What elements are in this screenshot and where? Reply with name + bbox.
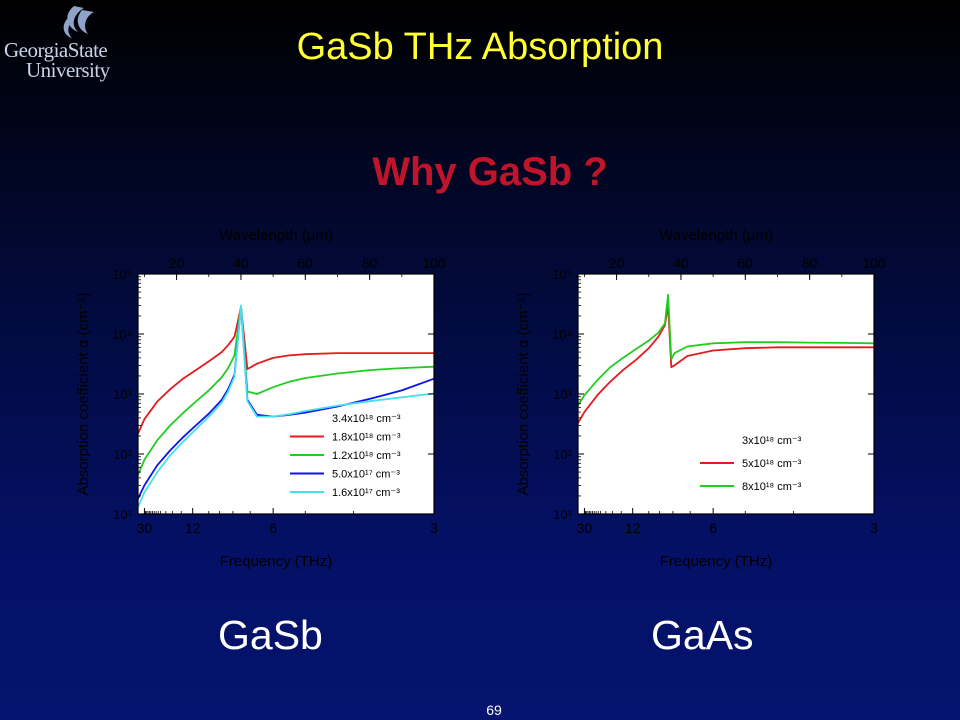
x2-tick-label: 100 [422,255,446,271]
legend-entry: 1.6x10¹⁷ cm⁻³ [332,487,400,499]
x2-tick-label: 80 [362,255,378,271]
plot-area [138,274,434,514]
x-axis-label: Frequency (THz) [660,553,773,570]
x2-tick-label: 20 [609,255,625,271]
x-tick-label: 6 [269,520,277,536]
y-tick-label: 10³ [113,387,132,402]
series-line-4 [137,304,435,508]
series-line-2 [137,305,435,476]
series-line-1 [137,306,434,434]
x2-tick-label: 20 [169,255,185,271]
logo-line-1: GeorgiaState [4,38,108,62]
x2-tick-label: 40 [673,255,689,271]
y-tick-label: 10¹ [113,507,132,522]
page-number: 69 [486,702,502,718]
chart-gaas: 10¹ 10² 10³ 10⁴ 10⁵ 20 40 60 80 100 30 12 6 3 Waveleng… [515,227,886,570]
y-tick-label: 10⁴ [552,327,572,342]
y-tick-label: 10¹ [553,507,572,522]
legend-entry: 3.4x10¹⁸ cm⁻³ [332,413,401,425]
y-tick-label: 10² [553,447,572,462]
x2-tick-label: 40 [233,255,249,271]
material-label-gasb: GaSb [218,612,323,658]
legend-entry: 1.2x10¹⁸ cm⁻³ [332,450,401,462]
plot-area [578,274,874,514]
x2-tick-label: 60 [298,255,314,271]
y-axis-label: Absorption coefficient α (cm⁻¹) [515,292,532,495]
legend-entry: 3x10¹⁸ cm⁻³ [742,435,802,447]
y-tick-label: 10² [113,447,132,462]
x-tick-label: 3 [870,520,878,536]
x-axis-label: Frequency (THz) [220,553,333,570]
slide-title: GaSb THz Absorption [296,26,664,68]
legend-entry: 5.0x10¹⁷ cm⁻³ [332,469,400,481]
material-label-gaas: GaAs [651,612,754,658]
logo-line-2: University [26,58,110,82]
y-axis-label: Absorption coefficient α (cm⁻¹) [75,292,92,495]
x-tick-label: 12 [185,520,201,536]
y-tick-label: 10⁵ [112,267,132,282]
x2-axis-label: Wavelength (μm) [659,227,773,244]
x-tick-label: 30 [577,520,593,536]
series-line-2 [577,293,875,406]
x-tick-label: 30 [137,520,153,536]
x2-axis-label: Wavelength (μm) [219,227,333,244]
y-tick-label: 10⁴ [112,327,132,342]
legend-entry: 8x10¹⁸ cm⁻³ [742,481,802,493]
x-tick-label: 3 [430,520,438,536]
x2-tick-label: 80 [802,255,818,271]
legend-entry: 1.8x10¹⁸ cm⁻³ [332,432,401,444]
flame-logo-icon [63,6,94,38]
x2-tick-label: 60 [738,255,754,271]
chart-content: 10¹ 10² 10³ 10⁴ 10⁵ 20 40 60 80 100 30 12 6 3 Waveleng… [515,227,886,570]
legend-entry: 5x10¹⁸ cm⁻³ [742,458,802,470]
slide-subtitle: Why GaSb ? [372,150,608,194]
y-tick-label: 10⁵ [552,267,572,282]
y-tick-label: 10³ [553,387,572,402]
x-tick-label: 6 [709,520,717,536]
x2-tick-label: 100 [862,255,886,271]
chart-gasb: 10¹ 10² 10³ 10⁴ 10⁵ 20 40 60 80 100 30 12 6 3 Waveleng… [75,227,446,570]
university-logo: GeorgiaState University [4,2,112,94]
chart-content: 10¹ 10² 10³ 10⁴ 10⁵ 20 40 60 80 100 30 12 6 3 Waveleng… [75,227,446,570]
x-tick-label: 12 [625,520,641,536]
